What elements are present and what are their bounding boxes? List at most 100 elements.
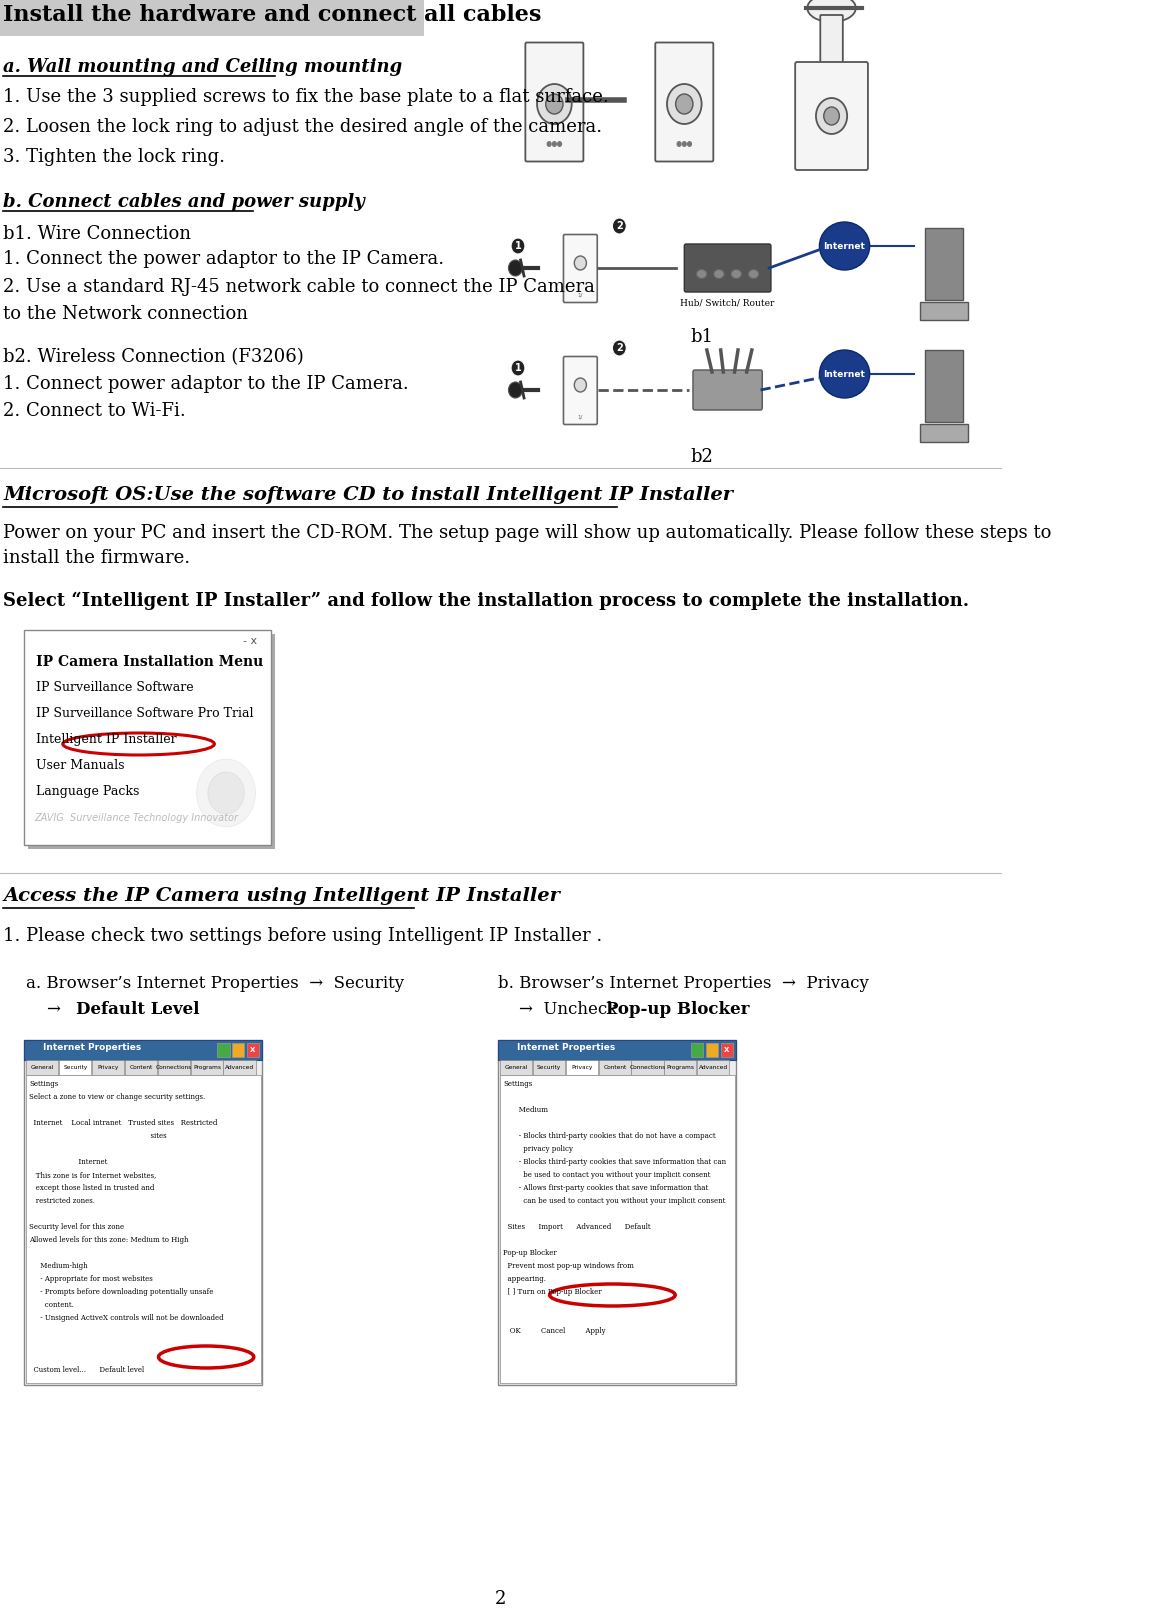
Text: install the firmware.: install the firmware.: [3, 550, 191, 568]
Text: 3. Tighten the lock ring.: 3. Tighten the lock ring.: [3, 149, 226, 167]
Ellipse shape: [697, 270, 707, 278]
Text: b2: b2: [691, 448, 713, 466]
FancyBboxPatch shape: [498, 1040, 736, 1061]
FancyBboxPatch shape: [795, 61, 868, 170]
Ellipse shape: [508, 260, 522, 277]
Text: 2: 2: [616, 343, 622, 353]
Text: Internet: Internet: [824, 241, 865, 251]
Text: IP Camera Installation Menu: IP Camera Installation Menu: [36, 655, 264, 669]
Text: sites: sites: [29, 1132, 167, 1140]
FancyBboxPatch shape: [0, 0, 425, 36]
Text: - Allows first-party cookies that save information that: - Allows first-party cookies that save i…: [503, 1184, 708, 1192]
Text: Advanced: Advanced: [226, 1064, 255, 1069]
Text: - Blocks third-party cookies that do not have a compact: - Blocks third-party cookies that do not…: [503, 1132, 716, 1140]
Text: restricted zones.: restricted zones.: [29, 1197, 95, 1205]
Text: appearing.: appearing.: [503, 1274, 546, 1282]
Text: Medium-high: Medium-high: [29, 1261, 88, 1269]
FancyBboxPatch shape: [721, 1043, 732, 1058]
FancyBboxPatch shape: [598, 1061, 631, 1075]
FancyBboxPatch shape: [218, 1043, 229, 1058]
Text: 1. Please check two settings before using Intelligent IP Installer .: 1. Please check two settings before usin…: [3, 927, 603, 944]
Ellipse shape: [557, 141, 562, 147]
Text: IP Surveillance Software Pro Trial: IP Surveillance Software Pro Trial: [36, 707, 253, 720]
FancyBboxPatch shape: [246, 1043, 259, 1058]
Ellipse shape: [676, 94, 693, 115]
FancyBboxPatch shape: [498, 1040, 736, 1386]
FancyBboxPatch shape: [664, 1061, 697, 1075]
Text: be used to contact you without your implicit consent: be used to contact you without your impl…: [503, 1171, 710, 1179]
FancyBboxPatch shape: [698, 1061, 729, 1075]
Ellipse shape: [819, 222, 870, 270]
Text: →: →: [25, 1001, 72, 1019]
FancyBboxPatch shape: [820, 15, 842, 73]
Text: Prevent most pop-up windows from: Prevent most pop-up windows from: [503, 1261, 634, 1269]
Text: Programs: Programs: [193, 1064, 221, 1069]
Text: Default Level: Default Level: [76, 1001, 200, 1019]
FancyBboxPatch shape: [24, 1040, 263, 1386]
Text: - Unsigned ActiveX controls will not be downloaded: - Unsigned ActiveX controls will not be …: [29, 1315, 224, 1323]
Text: Select “Intelligent IP Installer” and follow the installation process to complet: Select “Intelligent IP Installer” and fo…: [3, 592, 970, 610]
FancyBboxPatch shape: [91, 1061, 124, 1075]
FancyBboxPatch shape: [233, 1043, 244, 1058]
Text: 2: 2: [495, 1590, 507, 1607]
Text: General: General: [31, 1064, 54, 1069]
Text: X: X: [250, 1046, 256, 1053]
FancyBboxPatch shape: [24, 631, 271, 846]
Text: Pop-up Blocker: Pop-up Blocker: [503, 1248, 557, 1256]
Text: Content: Content: [604, 1064, 627, 1069]
Ellipse shape: [816, 99, 847, 134]
Ellipse shape: [197, 758, 256, 826]
Text: X: X: [724, 1046, 729, 1053]
FancyBboxPatch shape: [500, 1061, 532, 1075]
Text: - Appropriate for most websites: - Appropriate for most websites: [29, 1274, 153, 1282]
Ellipse shape: [511, 238, 525, 254]
FancyBboxPatch shape: [926, 228, 964, 301]
Ellipse shape: [574, 378, 587, 391]
Text: Content: Content: [130, 1064, 153, 1069]
Ellipse shape: [546, 94, 563, 115]
Text: b. Connect cables and power supply: b. Connect cables and power supply: [3, 192, 366, 210]
Text: 1. Connect the power adaptor to the IP Camera.: 1. Connect the power adaptor to the IP C…: [3, 251, 444, 268]
Text: - Prompts before downloading potentially unsafe: - Prompts before downloading potentially…: [29, 1289, 214, 1295]
Text: 1: 1: [515, 241, 522, 251]
Text: General: General: [504, 1064, 528, 1069]
Text: Privacy: Privacy: [97, 1064, 119, 1069]
Text: Power on your PC and insert the CD-ROM. The setup page will show up automaticall: Power on your PC and insert the CD-ROM. …: [3, 524, 1052, 542]
Text: Medium: Medium: [503, 1106, 548, 1114]
Ellipse shape: [808, 0, 856, 23]
Text: →  Uncheck: → Uncheck: [498, 1001, 622, 1019]
FancyBboxPatch shape: [566, 1061, 598, 1075]
Text: content.: content.: [29, 1302, 74, 1310]
Text: a. Wall mounting and Ceiling mounting: a. Wall mounting and Ceiling mounting: [3, 58, 403, 76]
Ellipse shape: [574, 255, 587, 270]
Text: Privacy: Privacy: [572, 1064, 592, 1069]
FancyBboxPatch shape: [157, 1061, 190, 1075]
FancyBboxPatch shape: [191, 1061, 222, 1075]
FancyBboxPatch shape: [655, 42, 714, 162]
Ellipse shape: [731, 270, 742, 278]
Ellipse shape: [819, 349, 870, 398]
Text: - x: - x: [243, 635, 258, 647]
Text: privacy policy: privacy policy: [503, 1145, 573, 1153]
Ellipse shape: [714, 270, 724, 278]
Ellipse shape: [537, 84, 572, 125]
FancyBboxPatch shape: [28, 634, 274, 849]
Text: Internet    Local intranet   Trusted sites   Restricted: Internet Local intranet Trusted sites Re…: [29, 1119, 218, 1127]
Text: except those listed in trusted and: except those listed in trusted and: [29, 1184, 155, 1192]
Text: Internet: Internet: [29, 1158, 108, 1166]
Text: b1: b1: [690, 328, 713, 346]
Ellipse shape: [508, 382, 522, 398]
Text: Hub/ Switch/ Router: Hub/ Switch/ Router: [680, 298, 775, 307]
Text: OK         Cancel         Apply: OK Cancel Apply: [503, 1328, 606, 1336]
Text: Allowed levels for this zone: Medium to High: Allowed levels for this zone: Medium to …: [29, 1235, 189, 1243]
Text: Security level for this zone: Security level for this zone: [29, 1222, 125, 1231]
Text: Security: Security: [64, 1064, 88, 1069]
Text: Microsoft OS:Use the software CD to install Intelligent IP Installer: Microsoft OS:Use the software CD to inst…: [3, 487, 734, 505]
Text: Programs: Programs: [666, 1064, 695, 1069]
Text: b2. Wireless Connection (F3206): b2. Wireless Connection (F3206): [3, 348, 304, 365]
Text: 1: 1: [515, 362, 522, 374]
FancyBboxPatch shape: [25, 1061, 58, 1075]
Text: Internet Properties: Internet Properties: [43, 1043, 141, 1053]
Text: - Blocks third-party cookies that save information that can: - Blocks third-party cookies that save i…: [503, 1158, 727, 1166]
FancyBboxPatch shape: [59, 1061, 91, 1075]
